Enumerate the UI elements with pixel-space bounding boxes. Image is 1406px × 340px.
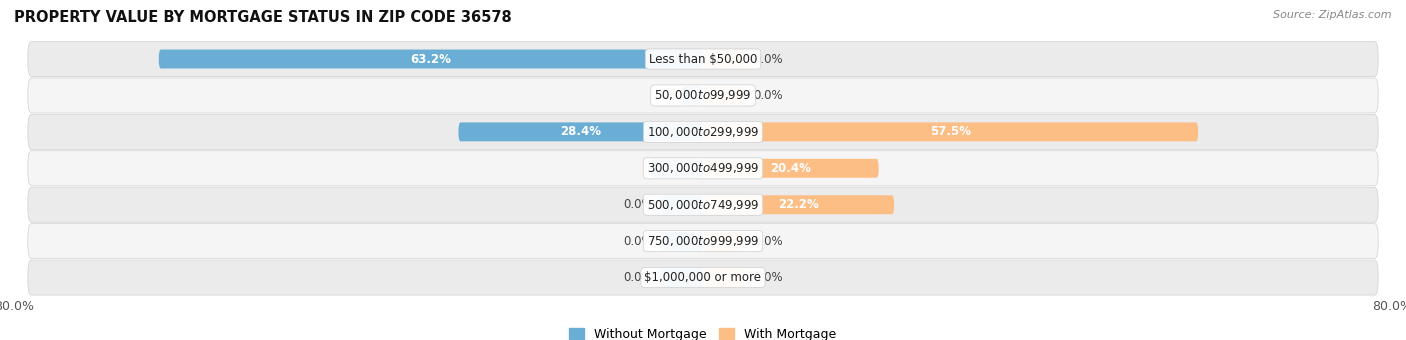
FancyBboxPatch shape [703, 195, 894, 214]
Text: $100,000 to $299,999: $100,000 to $299,999 [647, 125, 759, 139]
FancyBboxPatch shape [703, 50, 747, 68]
FancyBboxPatch shape [703, 232, 747, 251]
Text: 0.0%: 0.0% [754, 235, 783, 248]
Text: 20.4%: 20.4% [770, 162, 811, 175]
FancyBboxPatch shape [458, 122, 703, 141]
FancyBboxPatch shape [703, 268, 747, 287]
Text: $300,000 to $499,999: $300,000 to $499,999 [647, 161, 759, 175]
Text: $750,000 to $999,999: $750,000 to $999,999 [647, 234, 759, 248]
FancyBboxPatch shape [651, 159, 703, 178]
Text: $500,000 to $749,999: $500,000 to $749,999 [647, 198, 759, 212]
Text: $1,000,000 or more: $1,000,000 or more [644, 271, 762, 284]
Text: 22.2%: 22.2% [778, 198, 818, 211]
FancyBboxPatch shape [28, 151, 1378, 186]
Text: 57.5%: 57.5% [931, 125, 972, 138]
FancyBboxPatch shape [703, 159, 879, 178]
Text: 0.0%: 0.0% [623, 271, 652, 284]
FancyBboxPatch shape [28, 41, 1378, 76]
FancyBboxPatch shape [659, 232, 703, 251]
Text: Less than $50,000: Less than $50,000 [648, 52, 758, 66]
FancyBboxPatch shape [703, 86, 747, 105]
FancyBboxPatch shape [703, 122, 1198, 141]
FancyBboxPatch shape [28, 224, 1378, 259]
FancyBboxPatch shape [159, 50, 703, 68]
Text: 0.0%: 0.0% [754, 52, 783, 66]
FancyBboxPatch shape [659, 195, 703, 214]
Text: $50,000 to $99,999: $50,000 to $99,999 [654, 88, 752, 102]
Text: 28.4%: 28.4% [560, 125, 602, 138]
Text: 0.0%: 0.0% [623, 235, 652, 248]
Text: 6.0%: 6.0% [661, 162, 693, 175]
Legend: Without Mortgage, With Mortgage: Without Mortgage, With Mortgage [564, 323, 842, 340]
Text: 63.2%: 63.2% [411, 52, 451, 66]
Text: 0.0%: 0.0% [754, 89, 783, 102]
FancyBboxPatch shape [28, 78, 1378, 113]
Text: Source: ZipAtlas.com: Source: ZipAtlas.com [1274, 10, 1392, 20]
FancyBboxPatch shape [28, 114, 1378, 149]
Text: 2.5%: 2.5% [676, 89, 709, 102]
FancyBboxPatch shape [28, 187, 1378, 222]
Text: 0.0%: 0.0% [754, 271, 783, 284]
FancyBboxPatch shape [659, 268, 703, 287]
FancyBboxPatch shape [28, 260, 1378, 295]
FancyBboxPatch shape [682, 86, 703, 105]
Text: 0.0%: 0.0% [623, 198, 652, 211]
Text: PROPERTY VALUE BY MORTGAGE STATUS IN ZIP CODE 36578: PROPERTY VALUE BY MORTGAGE STATUS IN ZIP… [14, 10, 512, 25]
